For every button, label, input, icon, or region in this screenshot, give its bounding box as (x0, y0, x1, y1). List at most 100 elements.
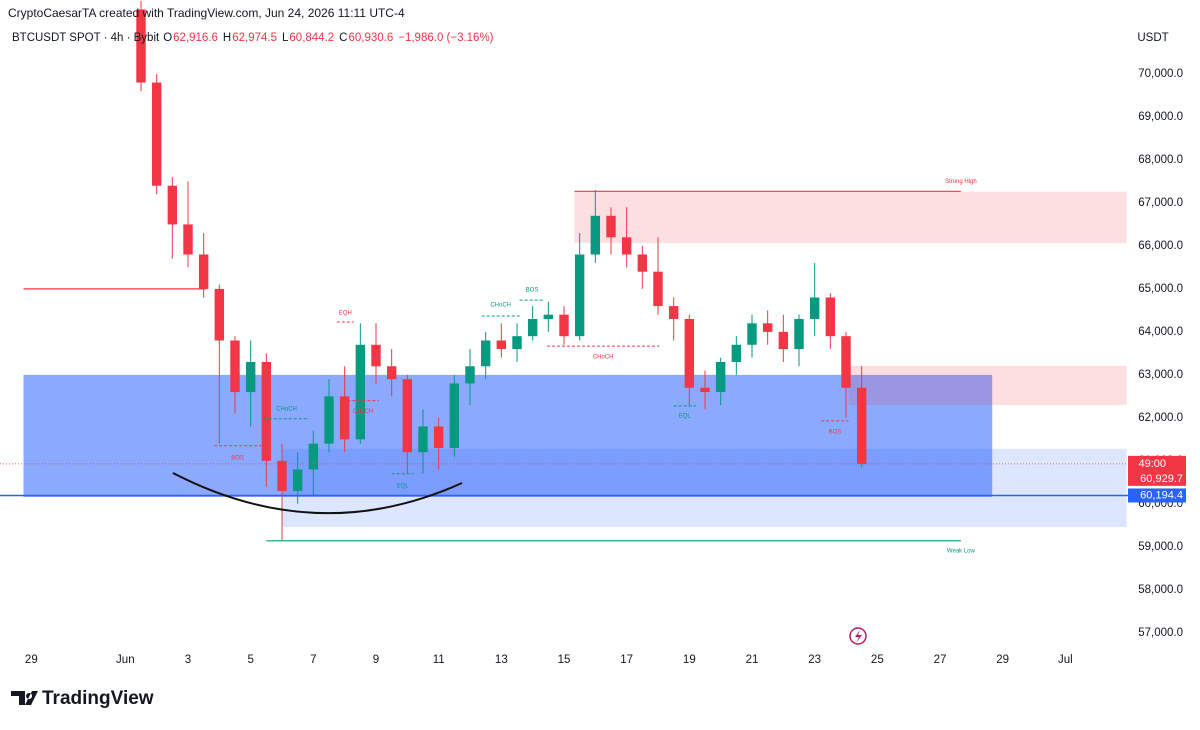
brand-icon (11, 691, 38, 705)
level-label: Weak Low (947, 548, 976, 554)
structure-label: EQH (339, 311, 352, 317)
ohlc-value: 62,916.6 (173, 32, 218, 44)
candle-body (151, 82, 162, 186)
brand-logo: TradingView (11, 688, 154, 709)
x-tick-label: Jun (116, 654, 135, 666)
candle-body (292, 469, 303, 491)
candle-body (621, 237, 632, 255)
ohlc-label: O (163, 32, 172, 44)
candle-body (245, 361, 256, 393)
candle-body (136, 9, 146, 83)
symbol: BTCUSDT SPOT · 4h · Bybit (12, 32, 160, 44)
y-tick-label: 66,000.0 (1138, 240, 1183, 252)
structure-label: CHoCH (593, 355, 614, 361)
candle-body (339, 396, 350, 440)
price-tag-label: 60,929.7 (1140, 473, 1183, 485)
structure-label: EQL (397, 483, 410, 489)
y-tick-label: 57,000.0 (1138, 627, 1183, 639)
candle-body (559, 314, 569, 337)
x-tick-label: 5 (247, 654, 253, 666)
y-tick-label: 58,000.0 (1138, 584, 1183, 596)
ohlc-label: H (223, 32, 231, 44)
y-tick-label: 68,000.0 (1138, 154, 1183, 166)
candle-body (637, 254, 648, 272)
candle-body (794, 318, 804, 350)
x-tick-label: 9 (373, 654, 379, 666)
ohlc-label: C (339, 32, 347, 44)
candle-body (606, 215, 616, 238)
structure-label: BOS (526, 288, 539, 294)
y-tick-label: 69,000.0 (1138, 111, 1183, 123)
candle-body (747, 323, 757, 345)
structure-label: EQL (679, 413, 692, 419)
candle-body (230, 340, 240, 393)
candle-body (684, 318, 695, 388)
structure-label: CHoCH (490, 303, 511, 309)
x-tick-label: 11 (433, 654, 445, 666)
candle-body (668, 306, 679, 319)
candle-body (731, 344, 742, 362)
candle-body (653, 271, 663, 307)
candle-body (355, 344, 366, 440)
change: −1,986.0 (−3.16%) (398, 32, 493, 44)
candle-body (809, 297, 820, 319)
x-tick-label: 21 (746, 654, 759, 666)
y-tick-label: 70,000.0 (1138, 68, 1183, 80)
ohlc-value: 60,930.6 (348, 32, 393, 44)
brand-name: TradingView (42, 688, 154, 709)
x-tick-label: 29 (25, 654, 38, 666)
x-tick-label: 23 (808, 654, 821, 666)
candle-body (167, 185, 178, 225)
candle-body (700, 387, 710, 393)
level-label: Strong High (945, 179, 977, 185)
x-tick-label: 17 (620, 654, 633, 666)
x-tick-label: 7 (310, 654, 316, 666)
candle-body (543, 314, 554, 319)
candle-body (574, 254, 585, 337)
candle-body (308, 443, 319, 470)
x-tick-label: 3 (185, 654, 191, 666)
candle-body (465, 366, 475, 384)
time-axis: 29 Jun 3 5 7 9 11 13 15 17 19 21 23 25 27 29 Jul (25, 654, 1073, 666)
y-tick-label: 59,000.0 (1138, 541, 1183, 553)
price-axis-panel (1128, 0, 1200, 670)
ohlc-label: L (282, 32, 289, 44)
candle-body (590, 215, 601, 255)
currency: USDT (1137, 32, 1168, 44)
x-tick-label: Jul (1058, 654, 1073, 666)
y-tick-label: 62,000.0 (1138, 412, 1183, 424)
structure-label: CHoCH (353, 409, 374, 415)
y-tick-label: 63,000.0 (1138, 369, 1183, 381)
zone (574, 191, 1127, 243)
curve-annotation (172, 472, 463, 515)
event-icon (849, 627, 867, 645)
ohlc-value: 62,974.5 (232, 32, 277, 44)
event-icon-bolt (855, 630, 862, 643)
candle-body (762, 323, 773, 332)
structure-label: BOS (829, 429, 842, 435)
candle-body (402, 379, 413, 453)
candle-body (386, 366, 397, 380)
candle-body (433, 426, 444, 448)
candle-body (496, 340, 507, 350)
candle-body (480, 340, 491, 367)
candle-body (527, 318, 538, 337)
candle-body (825, 297, 836, 337)
zone (848, 365, 1127, 405)
structure-label: CHoCH (276, 406, 297, 412)
x-tick-label: 27 (934, 654, 947, 666)
y-tick-label: 67,000.0 (1138, 197, 1183, 209)
y-tick-label: 65,000.0 (1138, 283, 1183, 295)
candle-body (324, 396, 334, 444)
event-icon-circle (849, 627, 867, 645)
price-tag (1128, 455, 1186, 486)
price-tags: 49:00 60,929.7 60,194.4 (1128, 455, 1186, 503)
candle-body (449, 383, 460, 448)
symbol-legend: BTCUSDT SPOT · 4h · Bybit O 62,916.6 H 62,9… (12, 32, 494, 44)
x-tick-label: 13 (495, 654, 508, 666)
candle-body (778, 331, 789, 350)
zone (23, 374, 993, 497)
